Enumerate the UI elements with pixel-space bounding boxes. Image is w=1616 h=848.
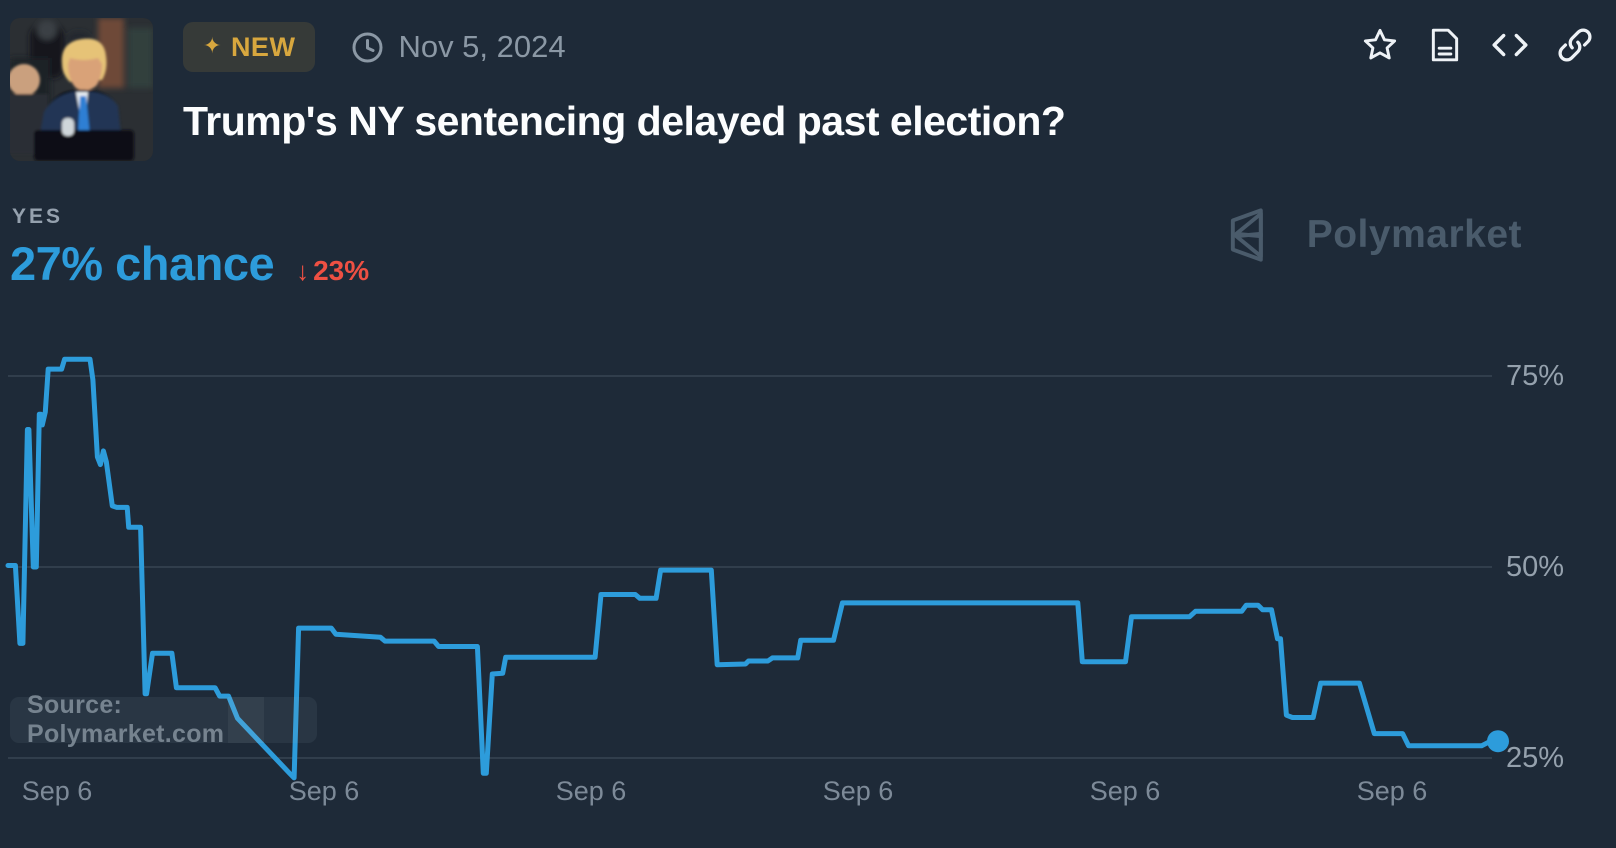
- x-axis-tick: Sep 6: [289, 776, 360, 806]
- meta-row: ✦ NEW Nov 5, 2024: [183, 22, 566, 72]
- change-badge: ↓ 23%: [296, 255, 369, 287]
- x-axis-tick: Sep 6: [1357, 776, 1428, 806]
- market-title[interactable]: Trump's NY sentencing delayed past elect…: [183, 98, 1066, 144]
- source-label: Source: Polymarket.com: [27, 691, 225, 748]
- polymarket-logo[interactable]: Polymarket: [1223, 207, 1522, 263]
- arrow-down-icon: ↓: [296, 256, 310, 286]
- x-axis-tick: Sep 6: [556, 776, 627, 806]
- star-icon: [1363, 28, 1397, 60]
- market-date: Nov 5, 2024: [351, 29, 566, 65]
- price-chart: 75% 50% 25% Sep 6 Sep 6 Sep 6 Sep 6 Sep 6 Sep 6 …: [0, 330, 1616, 810]
- toolbar: [1361, 26, 1594, 64]
- x-axis-tick: Sep 6: [1090, 776, 1161, 806]
- date-label: Nov 5, 2024: [398, 29, 566, 64]
- chart-canvas: 75% 50% 25% Sep 6 Sep 6 Sep 6 Sep 6 Sep 6 Sep 6: [5, 356, 1564, 806]
- polymarket-wordmark: Polymarket: [1306, 213, 1522, 256]
- embed-code-button[interactable]: [1491, 26, 1529, 64]
- outcome-label: YES: [12, 205, 64, 228]
- document-icon: [1431, 28, 1459, 62]
- change-value: 23%: [313, 255, 370, 286]
- clock-icon: [352, 32, 383, 62]
- y-axis-tick: 25%: [1506, 742, 1564, 774]
- watermark-highlight: [228, 697, 264, 743]
- x-axis-tick: Sep 6: [22, 776, 93, 806]
- diamond-icon: ✦: [203, 33, 222, 58]
- y-axis-tick: 50%: [1506, 551, 1564, 583]
- chance-value: 27% chance: [10, 237, 275, 290]
- details-button[interactable]: [1426, 26, 1464, 64]
- new-badge: ✦ NEW: [183, 22, 316, 72]
- y-axis-tick: 75%: [1506, 360, 1564, 392]
- link-icon: [1558, 28, 1592, 62]
- polymarket-mark-icon: [1230, 208, 1263, 262]
- price-line: [5, 356, 1501, 781]
- source-watermark: Source: Polymarket.com: [10, 691, 317, 748]
- x-axis-tick: Sep 6: [823, 776, 894, 806]
- market-thumbnail: [10, 18, 153, 161]
- thumbnail-image: [10, 18, 153, 161]
- code-icon: [1492, 33, 1528, 57]
- chance-row: 27% chance ↓ 23%: [10, 236, 369, 291]
- copy-link-button[interactable]: [1556, 26, 1594, 64]
- favorite-button[interactable]: [1361, 26, 1399, 64]
- last-price-dot: [1487, 730, 1509, 753]
- new-badge-label: NEW: [230, 31, 296, 62]
